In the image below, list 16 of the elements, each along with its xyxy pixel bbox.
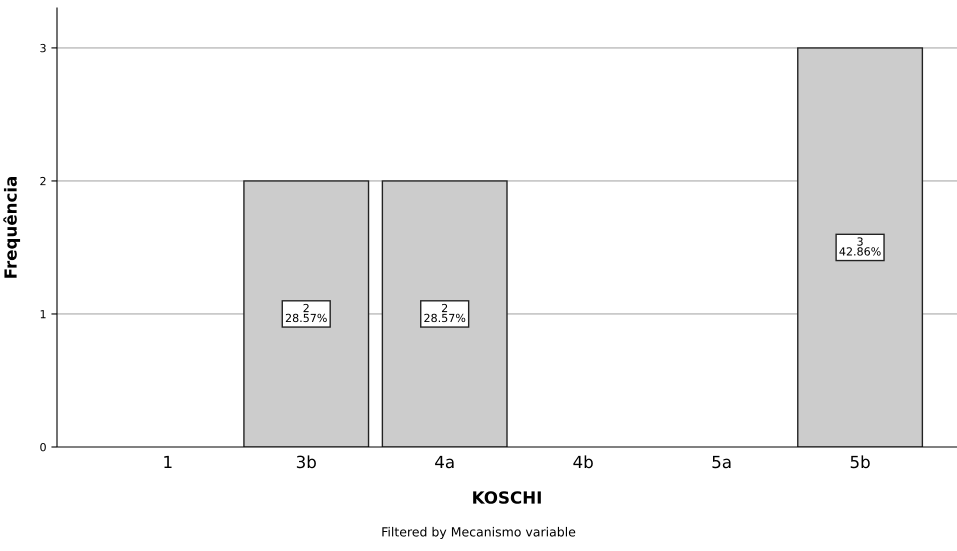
- y-tick-label: 0: [40, 442, 46, 452]
- y-tick-label: 2: [40, 176, 46, 186]
- x-axis-title: KOSCHI: [473, 491, 541, 504]
- text: Filtered by Mecanismo variable: [382, 526, 576, 539]
- data-label: 2 28.57%: [286, 304, 327, 322]
- data-label: 2 28.57%: [424, 304, 466, 322]
- x-tick-label: 1: [164, 456, 172, 468]
- y-axis-title: Frequência: [3, 176, 20, 278]
- x-tick-label: 4b: [573, 455, 593, 468]
- x-tick-label: 3b: [296, 455, 316, 468]
- y-tick-label: 1: [40, 310, 46, 318]
- x-tick-label: 5b: [850, 455, 870, 468]
- x-tick-label: 4a: [435, 456, 454, 468]
- y-tick-label: 3: [40, 44, 46, 52]
- x-tick-label: 5a: [712, 456, 731, 468]
- data-label: 3 42.86%: [839, 237, 881, 256]
